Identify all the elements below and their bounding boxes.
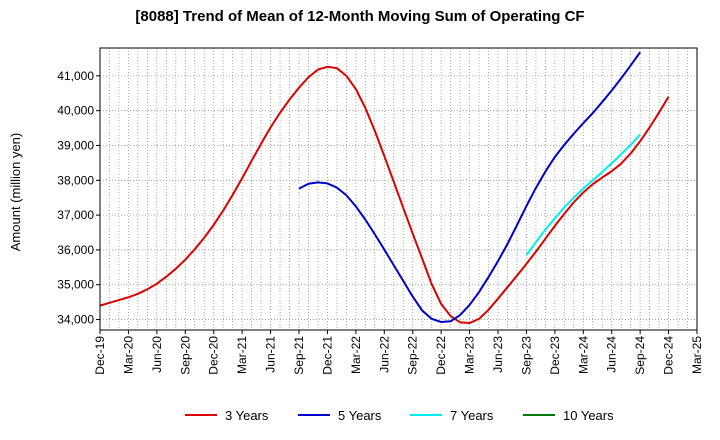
x-tick-label: Sep-24 <box>633 336 647 375</box>
x-tick-label: Mar-20 <box>121 336 135 374</box>
x-tick-label: Sep-20 <box>178 336 192 375</box>
x-tick-label: Dec-20 <box>207 336 221 375</box>
legend: 3 Years 5 Years 7 Years 10 Years <box>185 408 614 423</box>
x-tick-label: Sep-22 <box>406 336 420 375</box>
x-tick-label: Sep-21 <box>292 336 306 375</box>
x-tick-label: Dec-21 <box>320 336 334 375</box>
y-axis-label: Amount (million yen) <box>8 133 23 252</box>
legend-label: 3 Years <box>225 408 269 423</box>
legend-label: 7 Years <box>450 408 494 423</box>
x-axis: Dec-19 Mar-20 Jun-20 Sep-20 Dec-20 Mar-21 Jun-… <box>93 330 704 375</box>
x-tick-label: Mar-24 <box>576 336 590 374</box>
grid <box>100 48 697 330</box>
series-line-5-years <box>298 51 641 323</box>
y-tick-label: 36,000 <box>57 243 94 257</box>
legend-item-3-years: 3 Years <box>185 408 269 423</box>
y-tick-label: 35,000 <box>57 278 94 292</box>
legend-item-10-years: 10 Years <box>523 408 614 423</box>
x-tick-label: Jun-23 <box>491 336 505 373</box>
legend-item-5-years: 5 Years <box>298 408 382 423</box>
legend-label: 5 Years <box>338 408 382 423</box>
x-tick-label: Jun-21 <box>264 336 278 373</box>
x-tick-label: Mar-25 <box>690 336 704 374</box>
legend-item-7-years: 7 Years <box>410 408 494 423</box>
y-tick-label: 37,000 <box>57 208 94 222</box>
x-tick-label: Jun-24 <box>605 336 619 373</box>
x-tick-label: Dec-23 <box>548 336 562 375</box>
y-tick-label: 39,000 <box>57 138 94 152</box>
plot-frame <box>99 47 698 331</box>
chart-title: [8088] Trend of Mean of 12-Month Moving … <box>135 8 585 25</box>
series-line-3-years <box>99 65 670 325</box>
x-tick-label: Jun-20 <box>150 336 164 373</box>
x-tick-label: Dec-24 <box>662 336 676 375</box>
y-axis: 34,000 35,000 36,000 37,000 38,000 39,000 40,0… <box>57 69 100 327</box>
x-tick-label: Dec-22 <box>434 336 448 375</box>
series-line-7-years <box>525 134 641 256</box>
y-tick-label: 41,000 <box>57 69 94 83</box>
series-lines <box>99 51 670 325</box>
y-tick-label: 38,000 <box>57 173 94 187</box>
x-tick-label: Mar-23 <box>463 336 477 374</box>
y-tick-label: 34,000 <box>57 313 94 327</box>
x-tick-label: Sep-23 <box>519 336 533 375</box>
x-tick-label: Jun-22 <box>377 336 391 373</box>
y-tick-label: 40,000 <box>57 104 94 118</box>
legend-label: 10 Years <box>563 408 614 423</box>
x-tick-label: Mar-21 <box>235 336 249 374</box>
x-tick-label: Dec-19 <box>93 336 107 375</box>
x-tick-label: Mar-22 <box>349 336 363 374</box>
